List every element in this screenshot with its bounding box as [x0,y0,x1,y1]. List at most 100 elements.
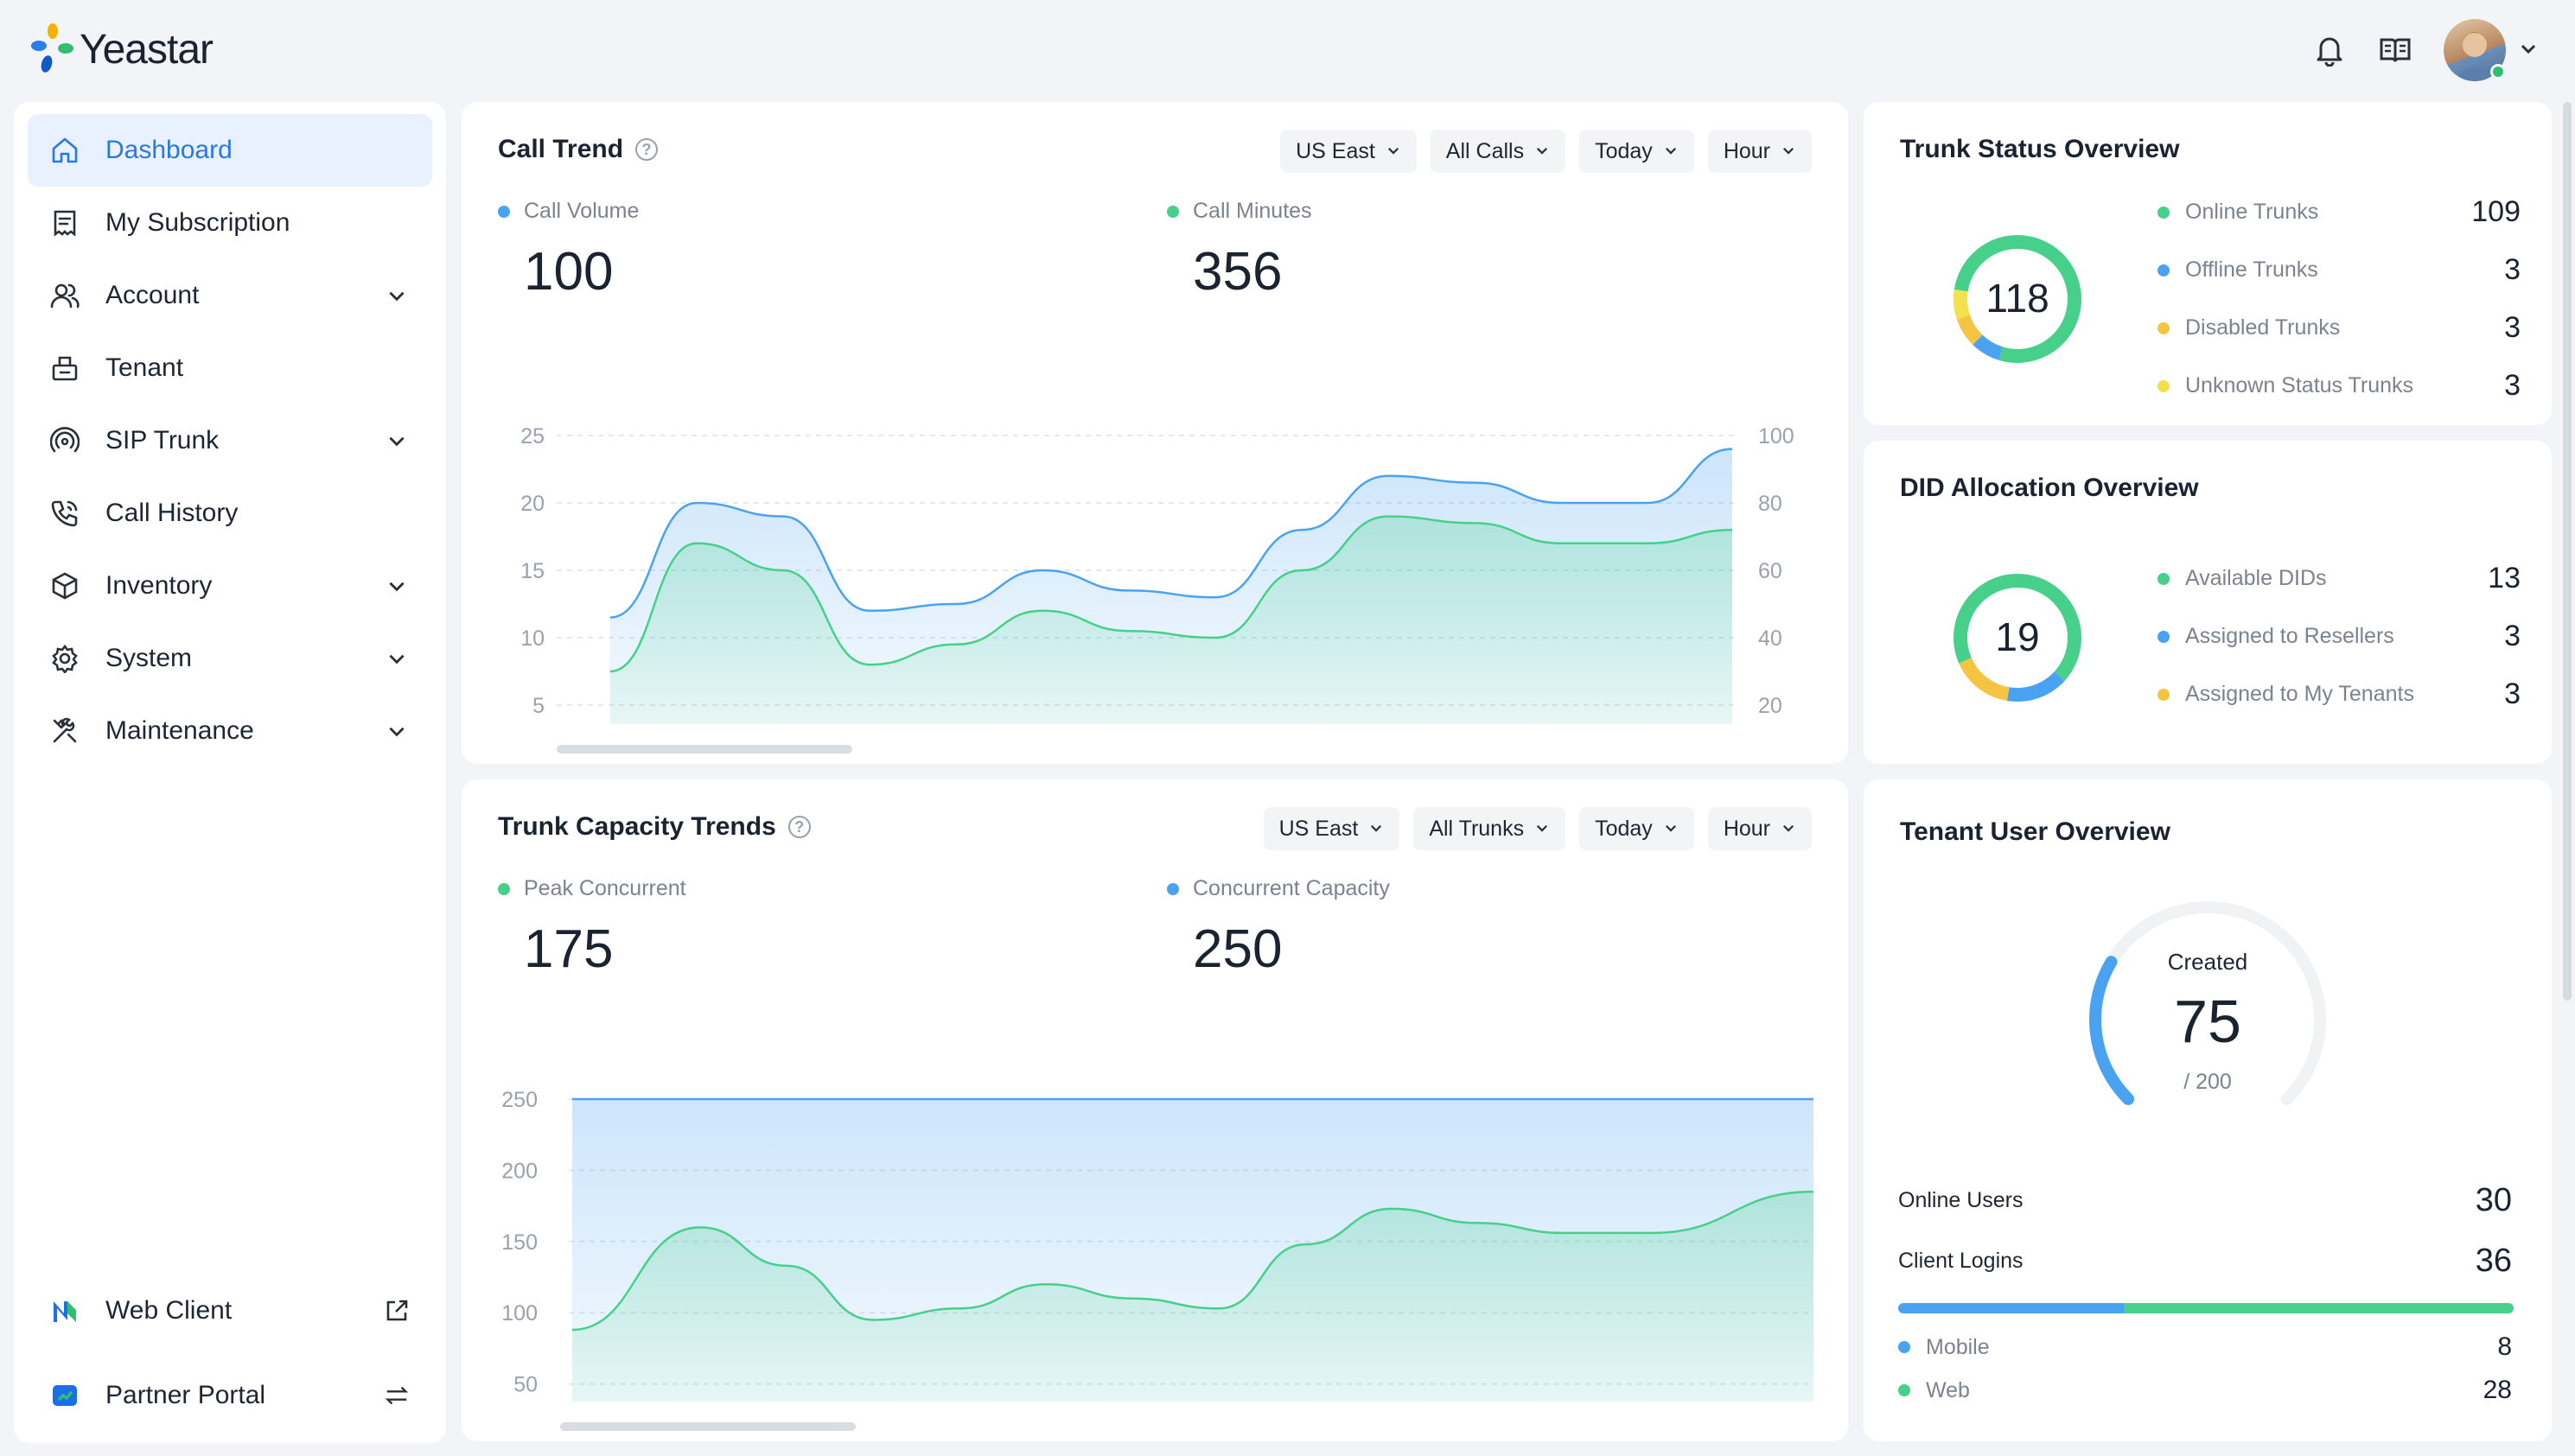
sidebar-item-my-subscription[interactable]: My Subscription [28,187,432,259]
metric-label: Concurrent Capacity [1193,876,1390,900]
sidebar-item-partner-portal[interactable]: Partner Portal [28,1353,432,1438]
trunk-status-card: Trunk Status Overview 118 Online Trunks 1… [1864,102,2552,425]
chevron-down-icon [1781,139,1796,164]
building-icon [50,353,80,383]
metric-label: Call Minutes [1193,199,1312,223]
help-icon[interactable]: ? [635,138,659,161]
filter-dropdown-hour[interactable]: Hour [1707,130,1812,173]
legend-row: Available DIDs 13 [2158,562,2521,595]
sidebar-item-web-client[interactable]: Web Client [28,1268,432,1353]
filter-dropdown-today[interactable]: Today [1579,130,1694,173]
sidebar-item-inventory[interactable]: Inventory [28,550,432,622]
bell-icon[interactable] [2312,33,2347,67]
sidebar-item-label: Account [105,281,200,309]
chevron-down-icon[interactable] [384,283,410,308]
chevron-down-icon[interactable] [384,428,410,454]
filter-dropdown-us-east[interactable]: US East [1280,130,1417,173]
chevron-down-icon [1534,139,1550,164]
trunk-capacity-card: Trunk Capacity Trends? US East All Trunks… [462,779,1848,1441]
sidebar-item-tenant[interactable]: Tenant [28,332,432,404]
external-link-icon[interactable] [384,1298,410,1324]
chevron-down-icon[interactable] [384,718,410,744]
online-users-value: 30 [2475,1182,2512,1218]
sidebar-item-dashboard[interactable]: Dashboard [28,114,432,187]
sidebar-item-label: Call History [105,499,239,527]
series-line [609,515,1733,673]
legend-label: Disabled Trunks [2185,315,2341,340]
chevron-down-icon[interactable] [384,645,410,671]
legend-dot [1167,205,1179,218]
filter-dropdown-us-east[interactable]: US East [1263,807,1400,850]
tools-icon [50,716,80,746]
chevron-down-icon[interactable] [2518,38,2539,63]
web-label: Web [1926,1377,1970,1402]
concurrent-capacity-metric: Concurrent Capacity 250 [1167,876,1390,980]
trunk-capacity-title: Trunk Capacity Trends [498,812,776,841]
donut-slice [1959,657,2010,701]
filter-label: Hour [1723,816,1770,841]
peak-concurrent-metric: Peak Concurrent 175 [498,876,686,980]
legend-dot [2158,264,2170,277]
client-logins-bar [1898,1303,2514,1313]
sidebar-bottom-links: Web Client Partner Portal [28,1268,432,1438]
filter-dropdown-hour[interactable]: Hour [1707,807,1812,850]
help-icon[interactable]: ? [787,816,811,838]
sidebar-item-label: Dashboard [105,136,233,164]
sidebar-item-system[interactable]: System [28,622,432,695]
tenant-user-title: Tenant User Overview [1900,817,2170,846]
switch-icon[interactable] [384,1383,410,1408]
gauge-value: 75 [2174,988,2241,1055]
chart-scrollbar[interactable] [560,1422,856,1431]
client-logins-label: Client Logins [1898,1249,2024,1273]
yeastar-logo-icon [31,23,73,73]
web-row: Web 28 [1898,1376,2512,1405]
gauge-total: / 200 [2183,1070,2232,1094]
metric-label: Peak Concurrent [524,876,686,900]
chart-scrollbar[interactable] [557,745,852,753]
did-allocation-title: DID Allocation Overview [1900,474,2199,502]
page-scrollbar[interactable] [2563,102,2572,1001]
sidebar-item-sip-trunk[interactable]: SIP Trunk [28,404,432,477]
sidebar-item-label: SIP Trunk [105,426,220,455]
legend-row: Offline Trunks 3 [2158,253,2521,287]
sidebar-item-label: Inventory [105,571,213,600]
donut-slice [2006,671,2065,702]
online-users-label: Online Users [1898,1188,2024,1212]
yeastar-logo[interactable]: Yeastar [28,22,214,76]
filter-label: US East [1296,138,1375,163]
legend-dot [1898,1384,1910,1396]
book-icon[interactable] [2378,33,2412,67]
filter-dropdown-all-trunks[interactable]: All Trunks [1413,807,1566,850]
brand-name: Yeastar [80,26,214,73]
sidebar-item-maintenance[interactable]: Maintenance [28,695,432,767]
filter-dropdown-today[interactable]: Today [1579,807,1694,850]
legend-value: 3 [2504,253,2521,286]
legend-label: Assigned to Resellers [2185,624,2394,648]
legend-row: Assigned to My Tenants 3 [2158,677,2521,711]
gear-icon [50,644,80,673]
filter-dropdown-all-calls[interactable]: All Calls [1430,130,1566,173]
client-logins-value: 36 [2475,1243,2512,1279]
legend-dot [498,882,510,895]
y-tick-label: 25 [520,424,545,448]
series-line [609,448,1733,619]
y2-tick-label: 20 [1758,694,1782,718]
sidebar: Dashboard My Subscription Account Tenant SIP… [14,102,446,1443]
legend-row: Assigned to Resellers 3 [2158,620,2521,653]
sidebar-item-label: Web Client [105,1296,233,1325]
legend-label: Assigned to My Tenants [2185,682,2414,706]
avatar[interactable] [2444,19,2506,81]
sidebar-item-call-history[interactable]: Call History [28,477,432,550]
filter-label: Today [1595,816,1653,841]
metric-value: 250 [1193,919,1283,979]
chevron-down-icon[interactable] [384,573,410,599]
chevron-down-icon [1386,139,1401,164]
filter-label: All Calls [1445,138,1525,163]
legend-dot [2158,630,2170,643]
series-line [571,1190,1814,1332]
home-icon [50,136,80,165]
sidebar-item-account[interactable]: Account [28,259,432,332]
sidebar-item-label: System [105,644,193,672]
mobile-label: Mobile [1926,1334,1990,1359]
y-tick-label: 250 [501,1088,538,1112]
